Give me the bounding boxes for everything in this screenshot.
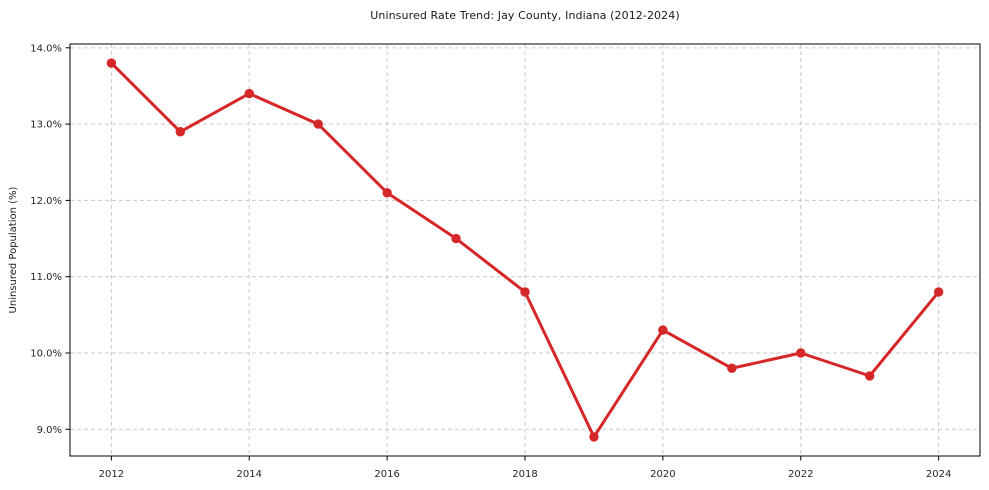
data-point [658, 325, 668, 335]
data-point [175, 127, 186, 137]
chart-title: Uninsured Rate Trend: Jay County, Indian… [370, 9, 680, 22]
y-tick-label: 10.0% [30, 349, 62, 360]
x-tick-label: 2024 [926, 469, 951, 480]
axis-tick-labels: 2012 2014 2016 2018 2020 2022 2024 9.0% 10.0% 11.… [30, 43, 951, 480]
y-tick-label: 9.0% [37, 425, 62, 436]
data-point [106, 58, 117, 68]
data-point [382, 188, 392, 198]
data-point [313, 119, 323, 129]
y-axis-title: Uninsured Population (%) [8, 186, 19, 314]
data-point [933, 287, 944, 297]
axis-ticks [65, 47, 940, 461]
y-tick-label: 11.0% [30, 272, 62, 283]
x-tick-label: 2014 [237, 469, 262, 480]
x-tick-label: 2018 [512, 469, 537, 480]
data-point [796, 348, 806, 358]
y-tick-label: 12.0% [30, 196, 62, 207]
y-tick-label: 13.0% [30, 120, 62, 131]
y-tick-label: 14.0% [30, 43, 62, 54]
x-tick-label: 2020 [650, 469, 675, 480]
data-point [520, 287, 530, 297]
data-point [589, 432, 599, 442]
data-point [864, 371, 875, 381]
data-point-markers [106, 58, 944, 442]
gridlines [70, 44, 980, 456]
x-tick-label: 2012 [99, 469, 124, 480]
x-tick-label: 2022 [788, 469, 813, 480]
data-point [451, 233, 461, 244]
x-tick-label: 2016 [374, 469, 399, 480]
data-point [244, 88, 254, 99]
data-point [727, 363, 737, 373]
